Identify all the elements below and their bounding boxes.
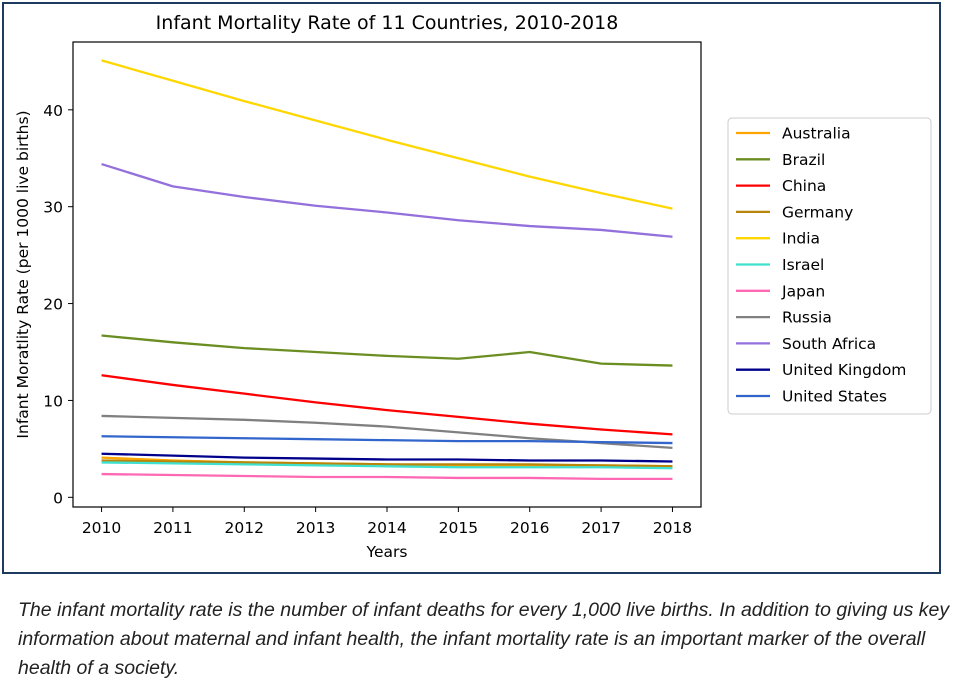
y-tick-label: 0: [53, 489, 63, 507]
series-line-brazil: [101, 334, 673, 367]
series-line-south-africa: [101, 162, 673, 238]
legend-label-australia: Australia: [782, 125, 851, 143]
x-tick-label: 2015: [439, 519, 478, 537]
series-line-china: [101, 374, 673, 436]
series-line-united-kingdom: [101, 452, 673, 463]
chart-caption: The infant mortality rate is the number …: [18, 599, 950, 679]
x-axis-label: Years: [366, 543, 408, 561]
series-line-israel: [101, 461, 673, 470]
legend-label-united-kingdom: United Kingdom: [782, 361, 906, 379]
x-tick-label: 2011: [153, 519, 192, 537]
series-line-japan: [101, 472, 673, 481]
x-tick-label: 2017: [581, 519, 620, 537]
x-tick-label: 2014: [367, 519, 406, 537]
chart-frame: Infant Mortality Rate of 11 Countries, 2…: [2, 2, 941, 574]
series-line-germany: [101, 459, 673, 468]
legend-label-india: India: [782, 230, 820, 248]
x-tick-label: 2012: [225, 519, 264, 537]
legend-label-germany: Germany: [782, 203, 853, 221]
x-tick-label: 2016: [510, 519, 549, 537]
y-tick-label: 20: [43, 296, 63, 314]
y-tick-label: 30: [43, 199, 63, 217]
x-tick-label: 2013: [296, 519, 335, 537]
chart-title: Infant Mortality Rate of 11 Countries, 2…: [156, 12, 619, 34]
x-tick-label: 2010: [82, 519, 121, 537]
legend-label-united-states: United States: [782, 388, 887, 406]
series-line-russia: [101, 414, 673, 450]
legend-box: [727, 117, 932, 415]
legend-label-japan: Japan: [781, 282, 825, 300]
legend-label-brazil: Brazil: [782, 151, 825, 169]
series-line-india: [101, 59, 673, 210]
y-tick-label: 40: [43, 102, 63, 120]
y-axis-label: Infant Moratlity Rate (per 1000 live bir…: [14, 110, 32, 438]
legend-label-south-africa: South Africa: [782, 335, 876, 353]
legend-label-china: China: [782, 177, 826, 195]
x-tick-label: 2018: [653, 519, 692, 537]
y-tick-label: 10: [43, 392, 63, 410]
line-chart: Infant Mortality Rate of 11 Countries, 2…: [14, 12, 932, 561]
legend-label-russia: Russia: [782, 309, 832, 327]
legend-label-israel: Israel: [782, 256, 824, 274]
series-line-united-states: [101, 435, 673, 445]
